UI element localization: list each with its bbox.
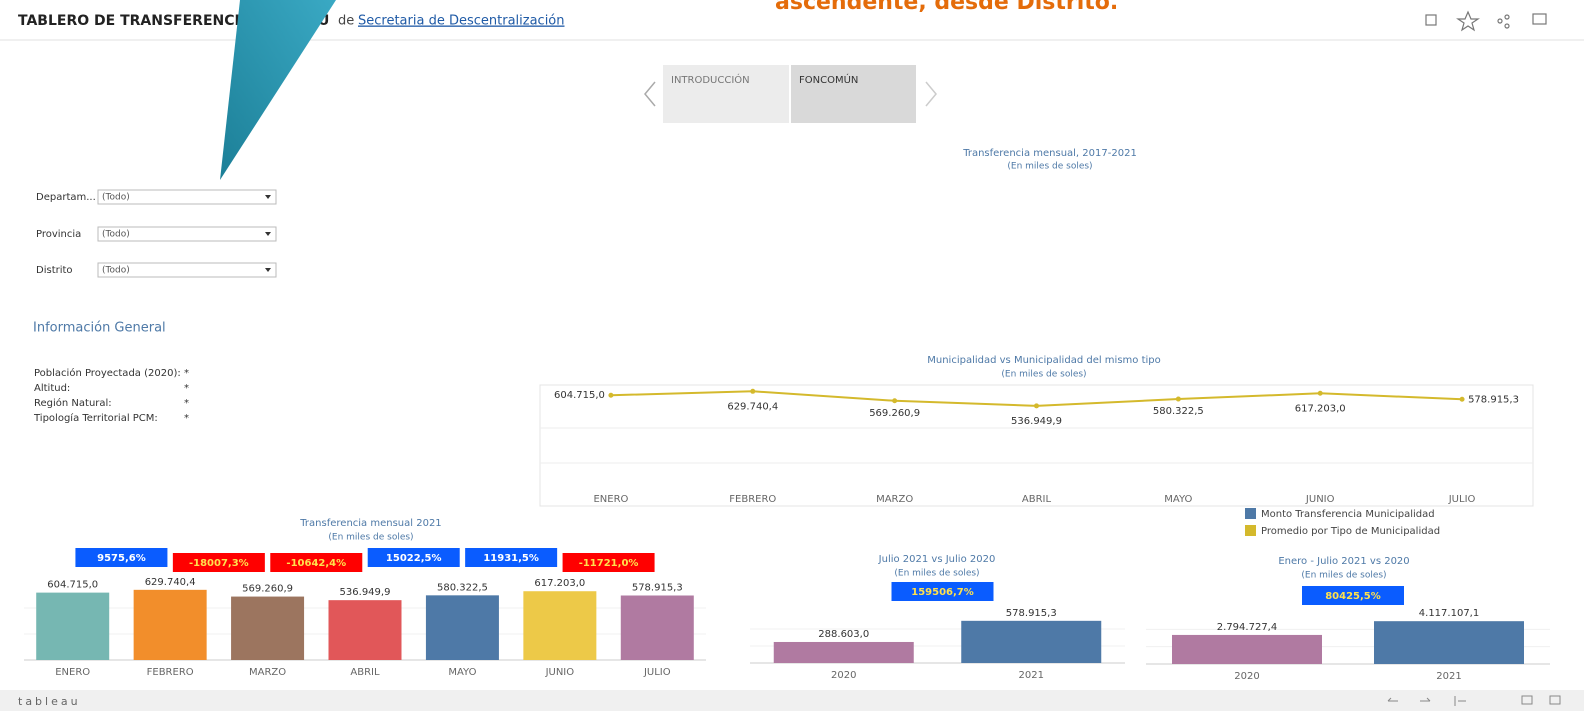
overlay-text: ascendente, desde Distrito. (775, 0, 1118, 15)
bar (134, 590, 207, 660)
data-label: 578.915,3 (1468, 394, 1519, 405)
x-tick-label: ABRIL (1022, 494, 1052, 505)
bar (1172, 635, 1322, 664)
tab-label: FONCOMÚN (799, 73, 858, 86)
tab[interactable] (791, 65, 916, 123)
data-label: 578.915,3 (1006, 608, 1057, 619)
bar (961, 621, 1101, 663)
data-label: 580.322,5 (437, 582, 488, 593)
info-value: * (184, 413, 189, 424)
data-label: 604.715,0 (47, 580, 98, 591)
data-label: 580.322,5 (1153, 406, 1204, 417)
dashboard: TABLERO DE TRANSFERENCIA U de Secretaria… (0, 0, 1584, 711)
info-label: Población Proyectada (2020): (34, 367, 181, 379)
x-tick-label: FEBRERO (147, 667, 194, 678)
bar (523, 591, 596, 660)
x-tick-label: 2020 (831, 670, 856, 681)
footer-bar (0, 690, 1584, 711)
info-title: Información General (33, 321, 166, 336)
panel-subtitle: (En miles de soles) (1007, 162, 1092, 172)
chart-subtitle: (En miles de soles) (894, 569, 979, 579)
page: TABLERO DE TRANSFERENCIA U de Secretaria… (0, 0, 1584, 711)
bar (1374, 621, 1524, 664)
legend-label: Monto Transferencia Municipalidad (1261, 509, 1435, 520)
data-label: 536.949,9 (340, 587, 391, 598)
author-link[interactable]: Secretaria de Descentralización (358, 14, 565, 29)
data-label: 629.740,4 (727, 401, 778, 412)
data-label: 2.794.727,4 (1217, 622, 1277, 633)
info-value: * (184, 398, 189, 409)
x-tick-label: JUNIO (545, 667, 575, 678)
chart-subtitle: (En miles de soles) (1301, 571, 1386, 581)
chart-subtitle: (En miles de soles) (1001, 370, 1086, 380)
x-tick-label: ENERO (593, 494, 628, 505)
tab-next[interactable] (926, 82, 936, 106)
data-label: 617.203,0 (534, 578, 585, 589)
legend-swatch (1245, 525, 1256, 536)
x-tick-label: MAYO (448, 667, 476, 678)
x-tick-label: MAYO (1164, 494, 1192, 505)
filter-label: Distrito (36, 265, 73, 276)
chart-title: Transferencia mensual 2021 (299, 518, 441, 529)
change-label: 9575,6% (97, 553, 146, 564)
change-label: 15022,5% (386, 553, 442, 564)
data-label: 604.715,0 (554, 390, 605, 401)
bar (329, 600, 402, 660)
change-label: -18007,3% (189, 558, 249, 569)
x-tick-label: ABRIL (350, 667, 380, 678)
legend-label: Promedio por Tipo de Municipalidad (1261, 526, 1440, 537)
x-tick-label: MARZO (876, 494, 913, 505)
filter-value: (Todo) (102, 193, 130, 203)
data-label: 536.949,9 (1011, 416, 1062, 427)
x-tick-label: 2021 (1019, 670, 1044, 681)
footer-brand: tableau (18, 695, 81, 708)
x-tick-label: JULIO (1448, 494, 1476, 505)
x-tick-label: MARZO (249, 667, 286, 678)
chart-subtitle: (En miles de soles) (328, 533, 413, 543)
tab[interactable] (663, 65, 789, 123)
author-prefix: de (338, 14, 354, 29)
info-value: * (184, 383, 189, 394)
change-label: -11721,0% (579, 558, 639, 569)
filter-value: (Todo) (102, 230, 130, 240)
chart-title: Enero - Julio 2021 vs 2020 (1278, 556, 1409, 567)
bar (231, 597, 304, 660)
chart-title: Municipalidad vs Municipalidad del mismo… (927, 355, 1160, 366)
filter-label: Provincia (36, 229, 81, 240)
change-label: 80425,5% (1325, 591, 1381, 602)
info-label: Tipología Territorial PCM: (33, 412, 158, 424)
bar (426, 595, 499, 660)
data-label: 578.915,3 (632, 582, 683, 593)
x-tick-label: JUNIO (1305, 494, 1335, 505)
change-label: 159506,7% (911, 587, 974, 598)
data-label: 288.603,0 (818, 629, 869, 640)
x-tick-label: 2021 (1436, 671, 1461, 682)
data-label: 617.203,0 (1295, 403, 1346, 414)
legend-swatch (1245, 508, 1256, 519)
info-value: * (184, 368, 189, 379)
filter-label: Departam... (36, 192, 96, 203)
info-label: Altitud: (34, 383, 70, 394)
bar (774, 642, 914, 663)
x-tick-label: JULIO (643, 667, 671, 678)
data-label: 629.740,4 (145, 577, 196, 588)
chart-title: Julio 2021 vs Julio 2020 (878, 554, 996, 565)
tab-prev[interactable] (645, 82, 655, 106)
data-label: 569.260,9 (869, 408, 920, 419)
workbook-title: TABLERO DE TRANSFERENCIA (18, 13, 251, 29)
x-tick-label: 2020 (1234, 671, 1259, 682)
filter-value: (Todo) (102, 266, 130, 276)
tab-label: INTRODUCCIÓN (671, 73, 750, 86)
plot-frame (540, 385, 1533, 506)
info-label: Región Natural: (34, 397, 112, 409)
data-label: 569.260,9 (242, 584, 293, 595)
x-tick-label: FEBRERO (729, 494, 776, 505)
x-tick-label: ENERO (55, 667, 90, 678)
bar (621, 595, 694, 660)
change-label: -10642,4% (286, 558, 346, 569)
data-label: 4.117.107,1 (1419, 608, 1479, 619)
change-label: 11931,5% (483, 553, 539, 564)
panel-title: Transferencia mensual, 2017-2021 (962, 148, 1137, 159)
bar (36, 593, 109, 660)
